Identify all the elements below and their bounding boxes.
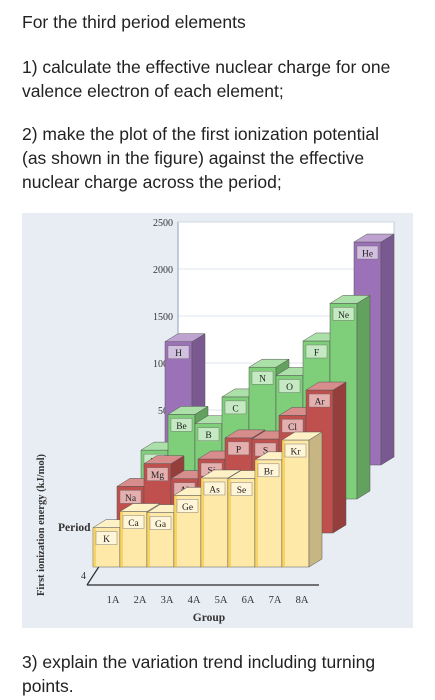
bar-Be-top (167, 406, 209, 415)
element-label-Se: Se (237, 486, 247, 496)
group-tick-7A: 7A (269, 595, 282, 606)
element-label-box-P (227, 441, 250, 456)
period-tick-4: 4 (81, 571, 86, 582)
element-label-O: O (286, 383, 293, 393)
element-label-Be: Be (176, 422, 187, 432)
y-tick-label-1000: 1000 (153, 359, 173, 370)
element-label-B: B (205, 431, 211, 441)
question-3-line-2: points. (22, 676, 74, 696)
group-tick-8A: 8A (296, 595, 309, 606)
question-2-line-3: nuclear charge across the period; (22, 172, 282, 192)
element-label-box-Br (257, 463, 280, 478)
element-label-box-H (167, 345, 190, 359)
element-label-P: P (236, 445, 241, 455)
element-label-box-N (251, 371, 274, 385)
bar-Br-accent (255, 459, 258, 567)
element-label-C: C (232, 404, 238, 414)
bar-Ga-accent (147, 512, 150, 567)
element-label-N: N (259, 375, 266, 385)
element-label-S: S (263, 447, 268, 457)
bar-As-accent (201, 477, 204, 567)
element-label-box-K (95, 531, 118, 545)
element-label-box-Ge (176, 499, 199, 513)
bar-Ca-accent (120, 511, 123, 567)
bar-He-top (353, 233, 395, 243)
bar-Kr-top (281, 431, 323, 441)
element-label-Cl: Cl (288, 423, 297, 433)
element-label-box-Kr (284, 443, 307, 458)
element-label-He: He (362, 250, 373, 260)
element-label-box-Ca (122, 515, 145, 529)
bar-Ge-accent (174, 495, 177, 567)
element-label-box-C (224, 400, 247, 415)
y-axis-title: First ionization energy (kJ/mol) (36, 453, 47, 596)
element-label-box-He (356, 245, 379, 260)
bar-He-side (380, 233, 395, 466)
element-label-box-As (203, 481, 226, 496)
y-tick-label-2000: 2000 (153, 265, 173, 276)
element-label-box-Se (230, 482, 253, 496)
element-label-Na: Na (125, 494, 137, 504)
question-heading: For the third period elements (22, 12, 246, 32)
group-tick-3A: 3A (161, 595, 174, 606)
bar-Kr-front (281, 439, 310, 568)
element-label-F: F (314, 348, 319, 358)
element-label-Ca: Ca (128, 519, 139, 529)
element-label-H: H (175, 349, 182, 359)
element-label-Ar: Ar (314, 398, 325, 408)
bar-Ar-side (332, 381, 347, 534)
question-1-line-1: 1) calculate the effective nuclear charg… (22, 57, 391, 77)
group-tick-2A: 2A (134, 595, 147, 606)
question-1-line-2: valence electron of each element; (22, 81, 284, 101)
bar-Ne-top (329, 295, 371, 304)
bar-P-top (224, 429, 266, 439)
bar-K-accent (93, 527, 96, 567)
element-label-Br: Br (264, 467, 274, 477)
y-tick-label-1500: 1500 (153, 312, 173, 323)
element-label-K: K (103, 535, 110, 545)
group-tick-5A: 5A (215, 595, 228, 606)
bar-Kr-side (308, 431, 323, 568)
group-axis-title: Group (193, 612, 225, 624)
element-label-Mg: Mg (151, 471, 164, 481)
question-3-line-1: 3) explain the variation trend including… (22, 652, 376, 672)
element-label-Ge: Ge (182, 503, 193, 513)
element-label-box-Ga (149, 516, 172, 530)
element-label-box-B (197, 427, 220, 441)
element-label-box-O (278, 379, 301, 393)
period-axis-title: Period (58, 522, 91, 534)
bar-Ne-side (356, 294, 371, 500)
bar-Mg-top (143, 455, 185, 464)
question-2-line-2: (as shown in the figure) against the eff… (22, 148, 365, 168)
bar-H-top (164, 333, 206, 342)
bar-Kr-accent (282, 440, 285, 567)
bar-As-top (200, 469, 242, 479)
group-tick-6A: 6A (242, 595, 255, 606)
bar-Ar-top (305, 381, 347, 391)
element-label-box-Cl (281, 419, 304, 433)
element-label-box-Ne (332, 307, 355, 321)
ionization-energy-figure: 25002000150010005000First ionization ene… (22, 213, 413, 628)
bar-Ca-top (119, 503, 161, 512)
group-tick-1A: 1A (107, 595, 120, 606)
ionization-energy-3d-bar-chart: 25002000150010005000First ionization ene… (36, 218, 395, 624)
element-label-box-Mg (146, 467, 169, 481)
bar-N-top (248, 358, 290, 368)
element-label-box-Na (119, 490, 142, 504)
element-label-Kr: Kr (290, 448, 301, 458)
question-2-line-1: 2) make the plot of the first ionization… (22, 124, 380, 144)
y-tick-label-2500: 2500 (153, 218, 173, 229)
bar-Br-front (254, 459, 283, 568)
element-label-Ne: Ne (338, 311, 349, 321)
group-tick-4A: 4A (188, 595, 201, 606)
element-label-box-F (305, 344, 328, 359)
element-label-box-Ar (308, 393, 331, 408)
element-label-Ga: Ga (155, 520, 167, 530)
element-label-box-Be (170, 418, 193, 432)
element-label-As: As (209, 485, 220, 495)
bar-Se-accent (228, 478, 231, 567)
